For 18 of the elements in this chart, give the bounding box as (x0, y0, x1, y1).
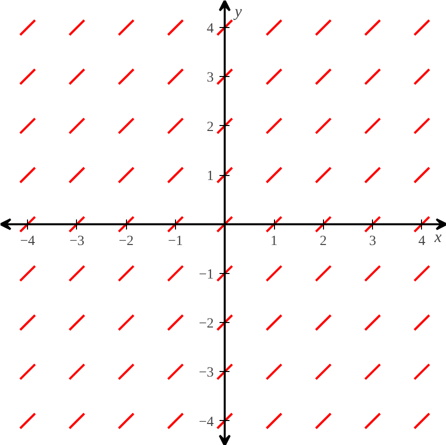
y-axis-title: y (232, 4, 243, 20)
x-tick-label: −4 (20, 234, 36, 250)
x-tick-label: −2 (118, 234, 134, 250)
y-tick-label: −3 (198, 366, 214, 381)
y-tick-label: −1 (198, 267, 214, 282)
y-tick-label: 4 (206, 22, 214, 37)
x-tick-label: 2 (320, 234, 327, 250)
y-tick-label: 2 (206, 120, 214, 135)
y-tick-label: −4 (198, 414, 214, 430)
x-tick-label: 3 (369, 234, 376, 250)
y-tick-label: 3 (206, 70, 214, 86)
x-tick-label: −1 (168, 234, 183, 250)
y-tick-label: −2 (198, 316, 214, 332)
x-tick-label: 4 (418, 234, 426, 250)
y-tick-label: 1 (206, 169, 214, 184)
x-tick-label: 1 (270, 234, 278, 250)
x-axis-title: x (434, 229, 442, 246)
x-tick-label: −3 (69, 234, 84, 250)
